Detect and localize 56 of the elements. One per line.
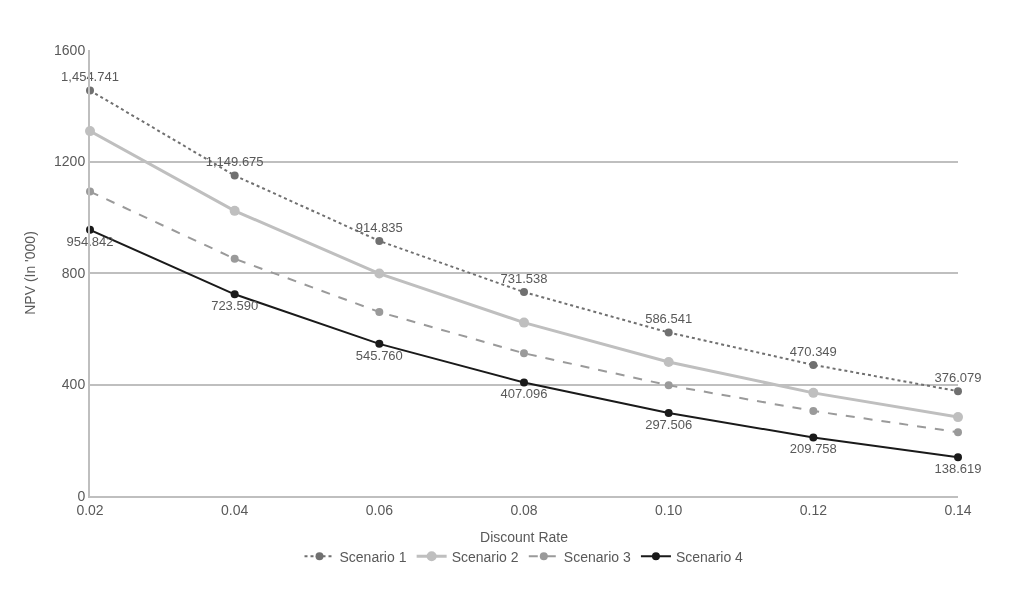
y-axis-title: NPV (In '000): [22, 231, 39, 315]
x-tick-label: 0.02: [76, 501, 104, 518]
data-label: 1,149.675: [205, 154, 264, 170]
point: [230, 290, 239, 299]
point: [809, 360, 818, 369]
point: [230, 254, 239, 263]
x-tick-label: 0.06: [365, 501, 394, 518]
point: [953, 412, 963, 423]
legend-label: Scenario 1: [339, 548, 407, 565]
y-tick-label: 1200: [54, 153, 86, 170]
point: [519, 317, 529, 328]
point: [230, 171, 239, 180]
point: [664, 409, 673, 418]
data-label: 376.079: [934, 369, 982, 385]
data-label: 1,454.741: [61, 69, 119, 85]
x-tick-label: 0.08: [510, 501, 538, 518]
point: [663, 356, 674, 367]
y-tick-label: 1600: [54, 41, 86, 58]
y-tick-label: 0: [77, 487, 86, 504]
legend-label: Scenario 2: [451, 548, 519, 565]
x-axis-title: Discount Rate: [480, 528, 569, 545]
data-label: 407.096: [500, 386, 548, 402]
data-label: 723.590: [211, 298, 259, 314]
point: [229, 205, 240, 216]
x-tick-label: 0.12: [799, 501, 828, 518]
point: [520, 288, 528, 297]
legend-label: Scenario 3: [563, 548, 631, 565]
x-tick-label: 0.04: [221, 501, 249, 518]
data-label: 914.835: [355, 219, 403, 235]
data-label: 586.541: [645, 311, 693, 327]
point: [374, 268, 385, 279]
point: [954, 428, 962, 437]
data-label: 138.619: [934, 461, 982, 477]
x-tick-label: 0.14: [944, 501, 972, 518]
point: [809, 406, 818, 415]
x-tick-label: 0.10: [655, 501, 683, 518]
point: [808, 387, 819, 398]
point: [664, 381, 673, 390]
data-label: 470.349: [789, 343, 837, 359]
point: [375, 236, 384, 245]
point: [520, 349, 528, 358]
point: [664, 328, 673, 337]
point: [375, 339, 384, 348]
legend-label: Scenario 4: [675, 548, 744, 565]
point: [375, 308, 384, 317]
point: [954, 453, 962, 462]
point: [809, 433, 818, 442]
point: [954, 387, 962, 396]
data-label: 954.842: [66, 233, 114, 249]
data-label: 297.506: [645, 416, 693, 432]
point: [520, 378, 528, 387]
data-label: 731.538: [500, 270, 548, 286]
y-tick-label: 400: [61, 376, 86, 393]
y-tick-label: 800: [61, 264, 86, 281]
data-label: 209.758: [789, 441, 837, 457]
data-label: 545.760: [355, 347, 403, 363]
